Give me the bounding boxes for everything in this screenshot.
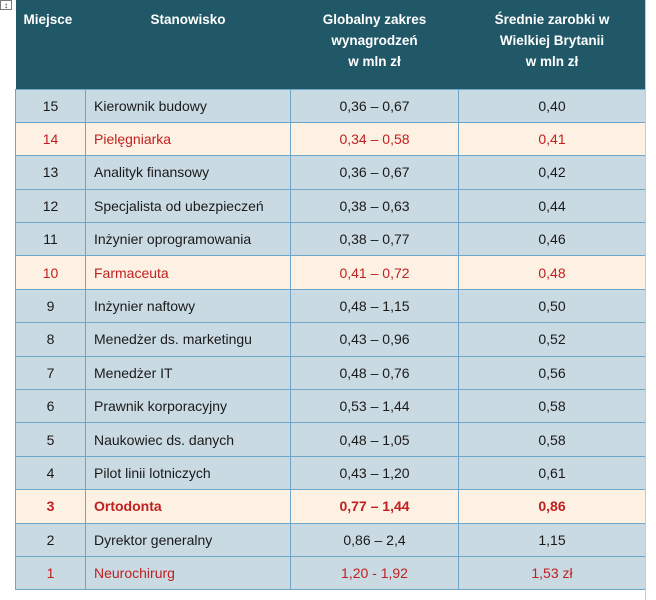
cell-rank[interactable]: 13	[15, 155, 86, 190]
table-row: 5 Naukowiec ds. danych 0,48 – 1,05 0,58	[15, 422, 646, 457]
table-row: 3 Ortodonta 0,77 – 1,44 0,86	[15, 489, 646, 524]
cell-position[interactable]: Pielęgniarka	[85, 121, 291, 157]
header-row: Miejsce Stanowisko Globalny zakres wynag…	[15, 0, 646, 89]
cell-position[interactable]: Prawnik korporacyjny	[85, 389, 291, 424]
column-header-rank: Miejsce	[15, 0, 86, 89]
cell-uk-salary[interactable]: 0,52	[458, 322, 646, 357]
cell-rank[interactable]: 11	[15, 222, 86, 257]
cell-position[interactable]: Neurochirurg	[85, 555, 291, 591]
table-row: 4 Pilot linii lotniczych 0,43 – 1,20 0,61	[15, 455, 646, 491]
cell-global-range[interactable]: 0,36 – 0,67	[290, 88, 459, 123]
cell-rank[interactable]: 14	[15, 121, 86, 157]
cell-uk-salary[interactable]: 0,46	[458, 222, 646, 257]
cell-position[interactable]: Inżynier naftowy	[85, 288, 291, 324]
cell-position[interactable]: Menedżer IT	[85, 355, 291, 391]
cell-global-range[interactable]: 0,43 – 0,96	[290, 322, 459, 357]
cell-global-range[interactable]: 0,41 – 0,72	[290, 255, 459, 290]
table-row: 2 Dyrektor generalny 0,86 – 2,4 1,15	[15, 522, 646, 557]
cell-uk-salary[interactable]: 0,42	[458, 155, 646, 190]
cell-uk-salary[interactable]: 0,61	[458, 455, 646, 491]
cell-position[interactable]: Dyrektor generalny	[85, 522, 291, 557]
cell-rank[interactable]: 8	[15, 322, 86, 357]
table-row: 1 Neurochirurg 1,20 - 1,92 1,53 zł	[15, 555, 646, 591]
table-body: 15 Kierownik budowy 0,36 – 0,67 0,40 14 Pielę…	[15, 88, 646, 591]
cell-position[interactable]: Pilot linii lotniczych	[85, 455, 291, 491]
cell-uk-salary[interactable]: 0,40	[458, 88, 646, 123]
table-row: 13 Analityk finansowy 0,36 – 0,67 0,42	[15, 155, 646, 190]
cell-global-range[interactable]: 0,48 – 1,05	[290, 422, 459, 457]
cell-position[interactable]: Naukowiec ds. danych	[85, 422, 291, 457]
table-move-handle-icon[interactable]: ↕	[0, 0, 12, 10]
cell-global-range[interactable]: 0,48 – 1,15	[290, 288, 459, 324]
salary-ranking-table: Miejsce Stanowisko Globalny zakres wynag…	[15, 0, 646, 591]
cell-uk-salary[interactable]: 1,53 zł	[458, 555, 646, 591]
cell-rank[interactable]: 1	[15, 555, 86, 591]
cell-uk-salary[interactable]: 0,58	[458, 422, 646, 457]
cell-rank[interactable]: 9	[15, 288, 86, 324]
table-row: 15 Kierownik budowy 0,36 – 0,67 0,40	[15, 88, 646, 123]
table-row: 8 Menedżer ds. marketingu 0,43 – 0,96 0,52	[15, 322, 646, 357]
column-header-position: Stanowisko	[85, 0, 291, 89]
cell-rank[interactable]: 7	[15, 355, 86, 391]
cell-global-range[interactable]: 0,53 – 1,44	[290, 389, 459, 424]
page-edge-divider	[645, 0, 646, 600]
cell-global-range[interactable]: 0,48 – 0,76	[290, 355, 459, 391]
cell-position[interactable]: Menedżer ds. marketingu	[85, 322, 291, 357]
table-row: 7 Menedżer IT 0,48 – 0,76 0,56	[15, 355, 646, 391]
cell-position[interactable]: Farmaceuta	[85, 255, 291, 290]
table-row: 12 Specjalista od ubezpieczeń 0,38 – 0,63 0…	[15, 188, 646, 224]
header-line: Globalny zakres	[322, 12, 427, 27]
cell-uk-salary[interactable]: 0,86	[458, 489, 646, 524]
header-line: Średnie zarobki w	[494, 12, 610, 27]
header-line: w mln zł	[348, 54, 401, 69]
cell-position[interactable]: Analityk finansowy	[85, 155, 291, 190]
table-row: 9 Inżynier naftowy 0,48 – 1,15 0,50	[15, 288, 646, 324]
cell-global-range[interactable]: 0,36 – 0,67	[290, 155, 459, 190]
cell-uk-salary[interactable]: 0,56	[458, 355, 646, 391]
cell-position[interactable]: Specjalista od ubezpieczeń	[85, 188, 291, 224]
cell-rank[interactable]: 15	[15, 88, 86, 123]
cell-rank[interactable]: 2	[15, 522, 86, 557]
cell-rank[interactable]: 4	[15, 455, 86, 491]
cell-rank[interactable]: 10	[15, 255, 86, 290]
cell-uk-salary[interactable]: 0,58	[458, 389, 646, 424]
cell-global-range[interactable]: 0,86 – 2,4	[290, 522, 459, 557]
cell-rank[interactable]: 6	[15, 389, 86, 424]
table-row: 14 Pielęgniarka 0,34 – 0,58 0,41	[15, 121, 646, 157]
cell-uk-salary[interactable]: 0,48	[458, 255, 646, 290]
cell-position[interactable]: Ortodonta	[85, 489, 291, 524]
column-header-global-range: Globalny zakres wynagrodzeń w mln zł	[290, 0, 459, 89]
cell-uk-salary[interactable]: 0,41	[458, 121, 646, 157]
cell-global-range[interactable]: 0,34 – 0,58	[290, 121, 459, 157]
cell-rank[interactable]: 3	[15, 489, 86, 524]
table-row: 10 Farmaceuta 0,41 – 0,72 0,48	[15, 255, 646, 290]
cell-uk-salary[interactable]: 0,44	[458, 188, 646, 224]
cell-position[interactable]: Kierownik budowy	[85, 88, 291, 123]
cell-uk-salary[interactable]: 0,50	[458, 288, 646, 324]
table-header: Miejsce Stanowisko Globalny zakres wynag…	[15, 0, 646, 89]
cell-position[interactable]: Inżynier oprogramowania	[85, 222, 291, 257]
cell-global-range[interactable]: 0,38 – 0,77	[290, 222, 459, 257]
cell-rank[interactable]: 5	[15, 422, 86, 457]
cell-global-range[interactable]: 1,20 - 1,92	[290, 555, 459, 591]
column-header-uk-salary: Średnie zarobki w Wielkiej Brytanii w ml…	[458, 0, 646, 89]
header-line: wynagrodzeń	[331, 33, 418, 48]
cell-global-range[interactable]: 0,38 – 0,63	[290, 188, 459, 224]
header-line: w mln zł	[525, 54, 579, 69]
cell-uk-salary[interactable]: 1,15	[458, 522, 646, 557]
header-line: Wielkiej Brytanii	[499, 33, 605, 48]
cell-rank[interactable]: 12	[15, 188, 86, 224]
table-row: 6 Prawnik korporacyjny 0,53 – 1,44 0,58	[15, 389, 646, 424]
table-row: 11 Inżynier oprogramowania 0,38 – 0,77 0,46	[15, 222, 646, 257]
cell-global-range[interactable]: 0,43 – 1,20	[290, 455, 459, 491]
cell-global-range[interactable]: 0,77 – 1,44	[290, 489, 459, 524]
